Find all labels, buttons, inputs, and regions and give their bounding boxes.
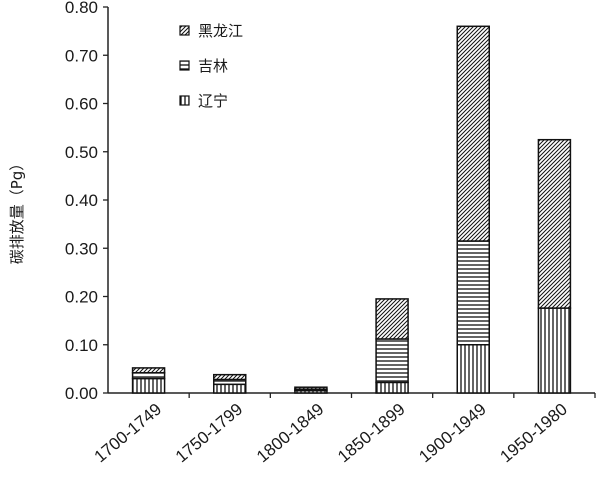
legend-label: 辽宁 [198,92,228,110]
x-tick-label: 1750-1799 [172,400,247,467]
legend-item: 黑龙江 [179,22,243,40]
x-tick-label: 1850-1899 [334,400,409,467]
y-axis-title: 碳排放量（Pg） [8,156,26,265]
bar-stack-1800-1849 [294,386,328,394]
bar-segment-黑龙江-1900-1949 [456,25,490,242]
bars [131,25,572,394]
x-tick-label: 1900-1949 [415,400,490,467]
x-tick-labels: 1700-1749 1750-1799 1800-1849 1850-1899 1900… [91,400,571,467]
y-tick-label: 0.30 [65,239,98,258]
y-tick-label: 0.50 [65,143,98,162]
bar-segment-辽宁-1900-1949 [456,344,490,394]
y-tick-label: 0.70 [65,46,98,65]
bar-stack-1850-1899 [375,298,409,394]
y-tick-label: 0.20 [65,288,98,307]
bar-segment-黑龙江-1750-1799 [213,373,247,381]
y-tick-label: 0.10 [65,336,98,355]
y-tick-label: 0.40 [65,191,98,210]
bar-segment-辽宁-1700-1749 [131,377,166,394]
axes: 0.00 0.10 0.20 0.30 0.40 0.50 0.60 0.70 0.80 [65,0,596,403]
bar-segment-吉林-1900-1949 [456,240,490,346]
bar-segment-吉林-1850-1899 [375,338,409,384]
legend-label: 吉林 [198,57,228,75]
bar-segment-黑龙江-1700-1749 [131,367,166,374]
bar-stack-1900-1949 [456,25,490,394]
bar-segment-黑龙江-1850-1899 [375,298,409,340]
bar-stack-1950-1980 [537,138,572,394]
legend-item: 辽宁 [179,92,228,110]
bar-segment-辽宁-1850-1899 [375,381,409,394]
legend-swatch-horizontal-lines [179,60,190,71]
y-tick-label: 0.00 [65,384,98,403]
y-tick-label: 0.80 [65,0,98,17]
y-tick-label: 0.60 [65,95,98,114]
x-tick-label: 1800-1849 [253,400,328,467]
x-tick-label: 1950-1980 [496,400,571,467]
bar-segment-辽宁-1750-1799 [213,383,247,394]
legend-swatch-vertical-lines [179,95,190,106]
bar-segment-吉林-1700-1749 [131,371,166,380]
bar-stack-1750-1799 [213,373,247,394]
legend-label: 黑龙江 [198,22,243,40]
x-tick-label: 1700-1749 [91,400,166,467]
bar-segment-辽宁-1950-1980 [537,307,572,394]
bar-stack-1700-1749 [131,367,166,394]
legend-item: 吉林 [179,57,228,75]
legend-swatch-diagonal-lines [179,25,190,36]
bar-segment-黑龙江-1950-1980 [537,138,572,309]
y-axis-label-group: 碳排放量（Pg） [8,156,26,265]
bar-segment-黑龙江-1800-1849 [294,386,328,390]
